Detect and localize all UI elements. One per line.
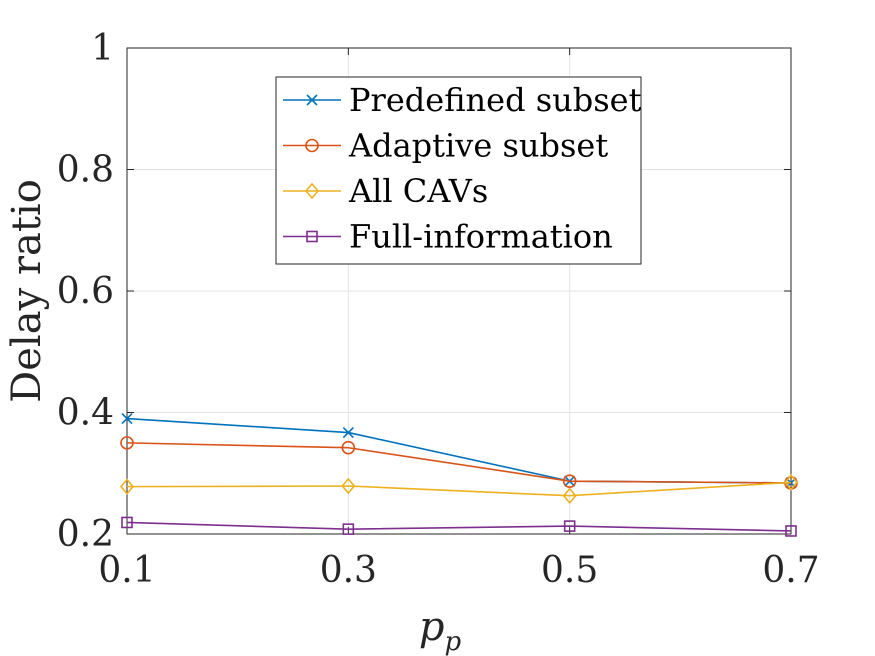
y-axis-ticks: 0.2 0.4 0.6 0.8 1 [57, 28, 791, 555]
data-point [342, 426, 354, 439]
legend-label: Full-information [349, 218, 613, 256]
series-all-cavs [119, 474, 799, 504]
data-point [563, 520, 576, 532]
series-line [126, 442, 792, 484]
x-axis-ticks: 0.1 0.3 0.5 0.7 [98, 48, 820, 591]
data-point [562, 474, 577, 488]
marker-stroke [121, 413, 133, 425]
x-tick-label: 0.3 [320, 550, 377, 591]
data-point [341, 477, 356, 495]
y-tick-label: 0.6 [57, 271, 114, 312]
series-full-information [121, 516, 797, 537]
legend-item: All CAVs [283, 172, 488, 210]
x-tick-label: 0.5 [541, 550, 598, 591]
data-point [119, 478, 135, 495]
y-axis-title: Delay ratio [4, 179, 50, 403]
data-point [783, 474, 799, 491]
data-point [342, 523, 355, 535]
x-axis-title-main: p [419, 604, 445, 650]
y-tick-label: 0.4 [57, 393, 114, 434]
data-point [341, 440, 356, 455]
data-point [562, 487, 577, 504]
legend-swatch-marker [304, 182, 320, 200]
marker-stroke [342, 426, 354, 439]
data-point [121, 516, 133, 529]
legend-box [275, 76, 642, 265]
x-tick-label: 0.7 [762, 550, 819, 591]
series-line [126, 521, 792, 532]
legend-swatch-marker [306, 94, 318, 106]
marker-stroke [306, 94, 318, 106]
legend-label: Predefined subset [349, 81, 642, 119]
x-tick-label: 0.1 [98, 550, 155, 591]
series-line [126, 481, 792, 497]
y-tick-label: 1 [91, 28, 114, 69]
data-point [785, 525, 797, 537]
legend-swatch-marker [306, 230, 318, 243]
x-axis-title: pp [419, 604, 462, 656]
legend-items: Predefined subset Adaptive subset All CAVs… [283, 81, 642, 256]
y-tick-label: 0.2 [57, 514, 114, 555]
legend-label: Adaptive subset [348, 127, 608, 165]
data-point [120, 436, 134, 450]
legend-item: Adaptive subset [283, 127, 608, 165]
legend: Predefined subset Adaptive subset All CAVs… [275, 76, 642, 265]
series-lines [119, 413, 799, 537]
data-point [121, 413, 133, 425]
x-axis-title-subscript: p [444, 627, 461, 656]
legend-swatch-marker [305, 138, 319, 153]
legend-label: All CAVs [348, 172, 488, 210]
legend-item: Predefined subset [283, 81, 642, 119]
legend-item: Full-information [283, 218, 613, 256]
y-tick-label: 0.8 [57, 150, 114, 191]
